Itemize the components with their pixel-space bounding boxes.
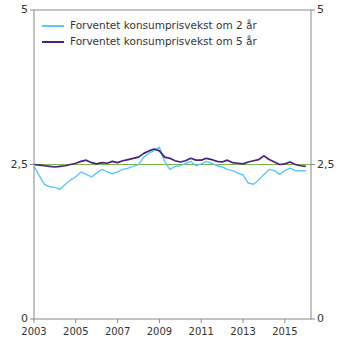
plot-area: [34, 147, 311, 189]
x-tick-label: 2003: [21, 326, 46, 337]
x-tick-label: 2015: [272, 326, 297, 337]
x-tick-label: 2013: [230, 326, 255, 337]
y2-tick: [311, 10, 315, 11]
legend: Forventet konsumprisvekst om 2 år Forvent…: [42, 19, 257, 47]
x-tick: [284, 319, 285, 323]
y-tick: [30, 164, 34, 165]
x-tick-label: 2011: [189, 326, 214, 337]
y-tick-label: 2,5: [11, 158, 29, 171]
y-tick-label: 5: [21, 3, 28, 16]
x-tick: [243, 319, 244, 323]
y2-tick: [311, 164, 315, 165]
series-line: [34, 147, 306, 189]
plot-frame: [34, 10, 311, 319]
chart: 02,5502,552003200520072009201120132015Fo…: [0, 0, 345, 345]
y-tick: [30, 10, 34, 11]
x-tick: [201, 319, 202, 323]
x-tick: [34, 319, 35, 323]
x-tick-label: 2007: [105, 326, 130, 337]
y-axis-right: 02,55: [311, 3, 335, 325]
y-tick: [30, 319, 34, 320]
x-tick-label: 2005: [63, 326, 88, 337]
legend-label: Forventet konsumprisvekst om 2 år: [70, 19, 257, 31]
legend-swatch: [42, 41, 64, 43]
legend-swatch: [42, 25, 64, 27]
y2-tick-label: 5: [317, 3, 324, 16]
x-tick: [159, 319, 160, 323]
y2-tick: [311, 319, 315, 320]
legend-label: Forventet konsumprisvekst om 5 år: [70, 35, 257, 47]
series-line: [34, 149, 306, 167]
x-tick: [75, 319, 76, 323]
x-tick-label: 2009: [147, 326, 172, 337]
x-tick: [117, 319, 118, 323]
x-axis: 2003 2005 2007 2009 2011 2013 2015: [21, 319, 297, 337]
y-axis-left: 02,55: [11, 3, 35, 325]
y-tick-label: 0: [21, 312, 28, 325]
y2-tick-label: 2,5: [317, 158, 335, 171]
y2-tick-label: 0: [317, 312, 324, 325]
